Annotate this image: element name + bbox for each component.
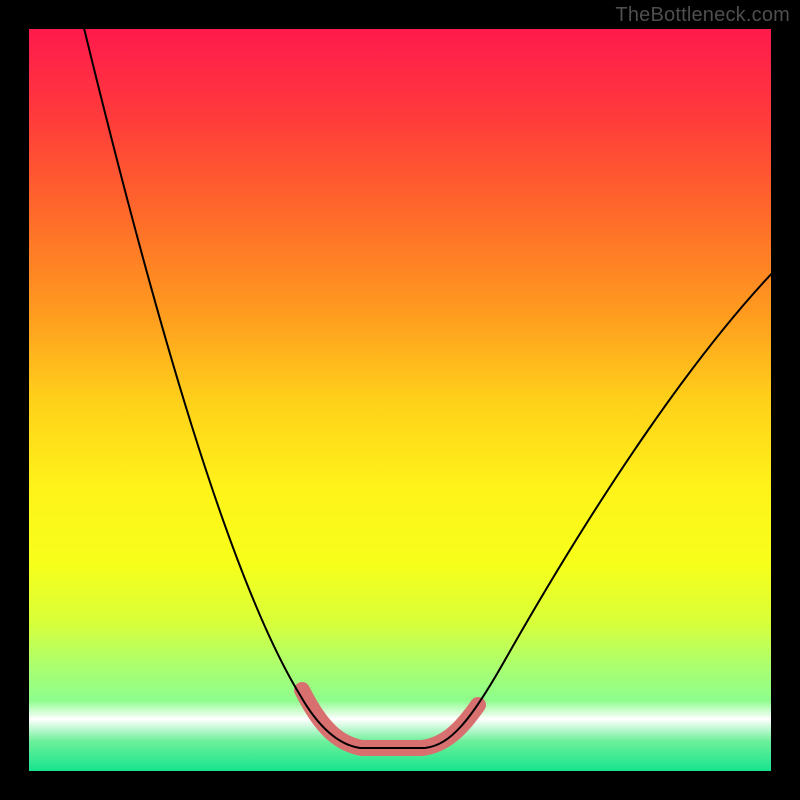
watermark-text: TheBottleneck.com [615, 4, 790, 27]
chart-stage: TheBottleneck.com [0, 0, 800, 800]
gradient-background [29, 29, 771, 771]
bottleneck-chart [0, 0, 800, 800]
